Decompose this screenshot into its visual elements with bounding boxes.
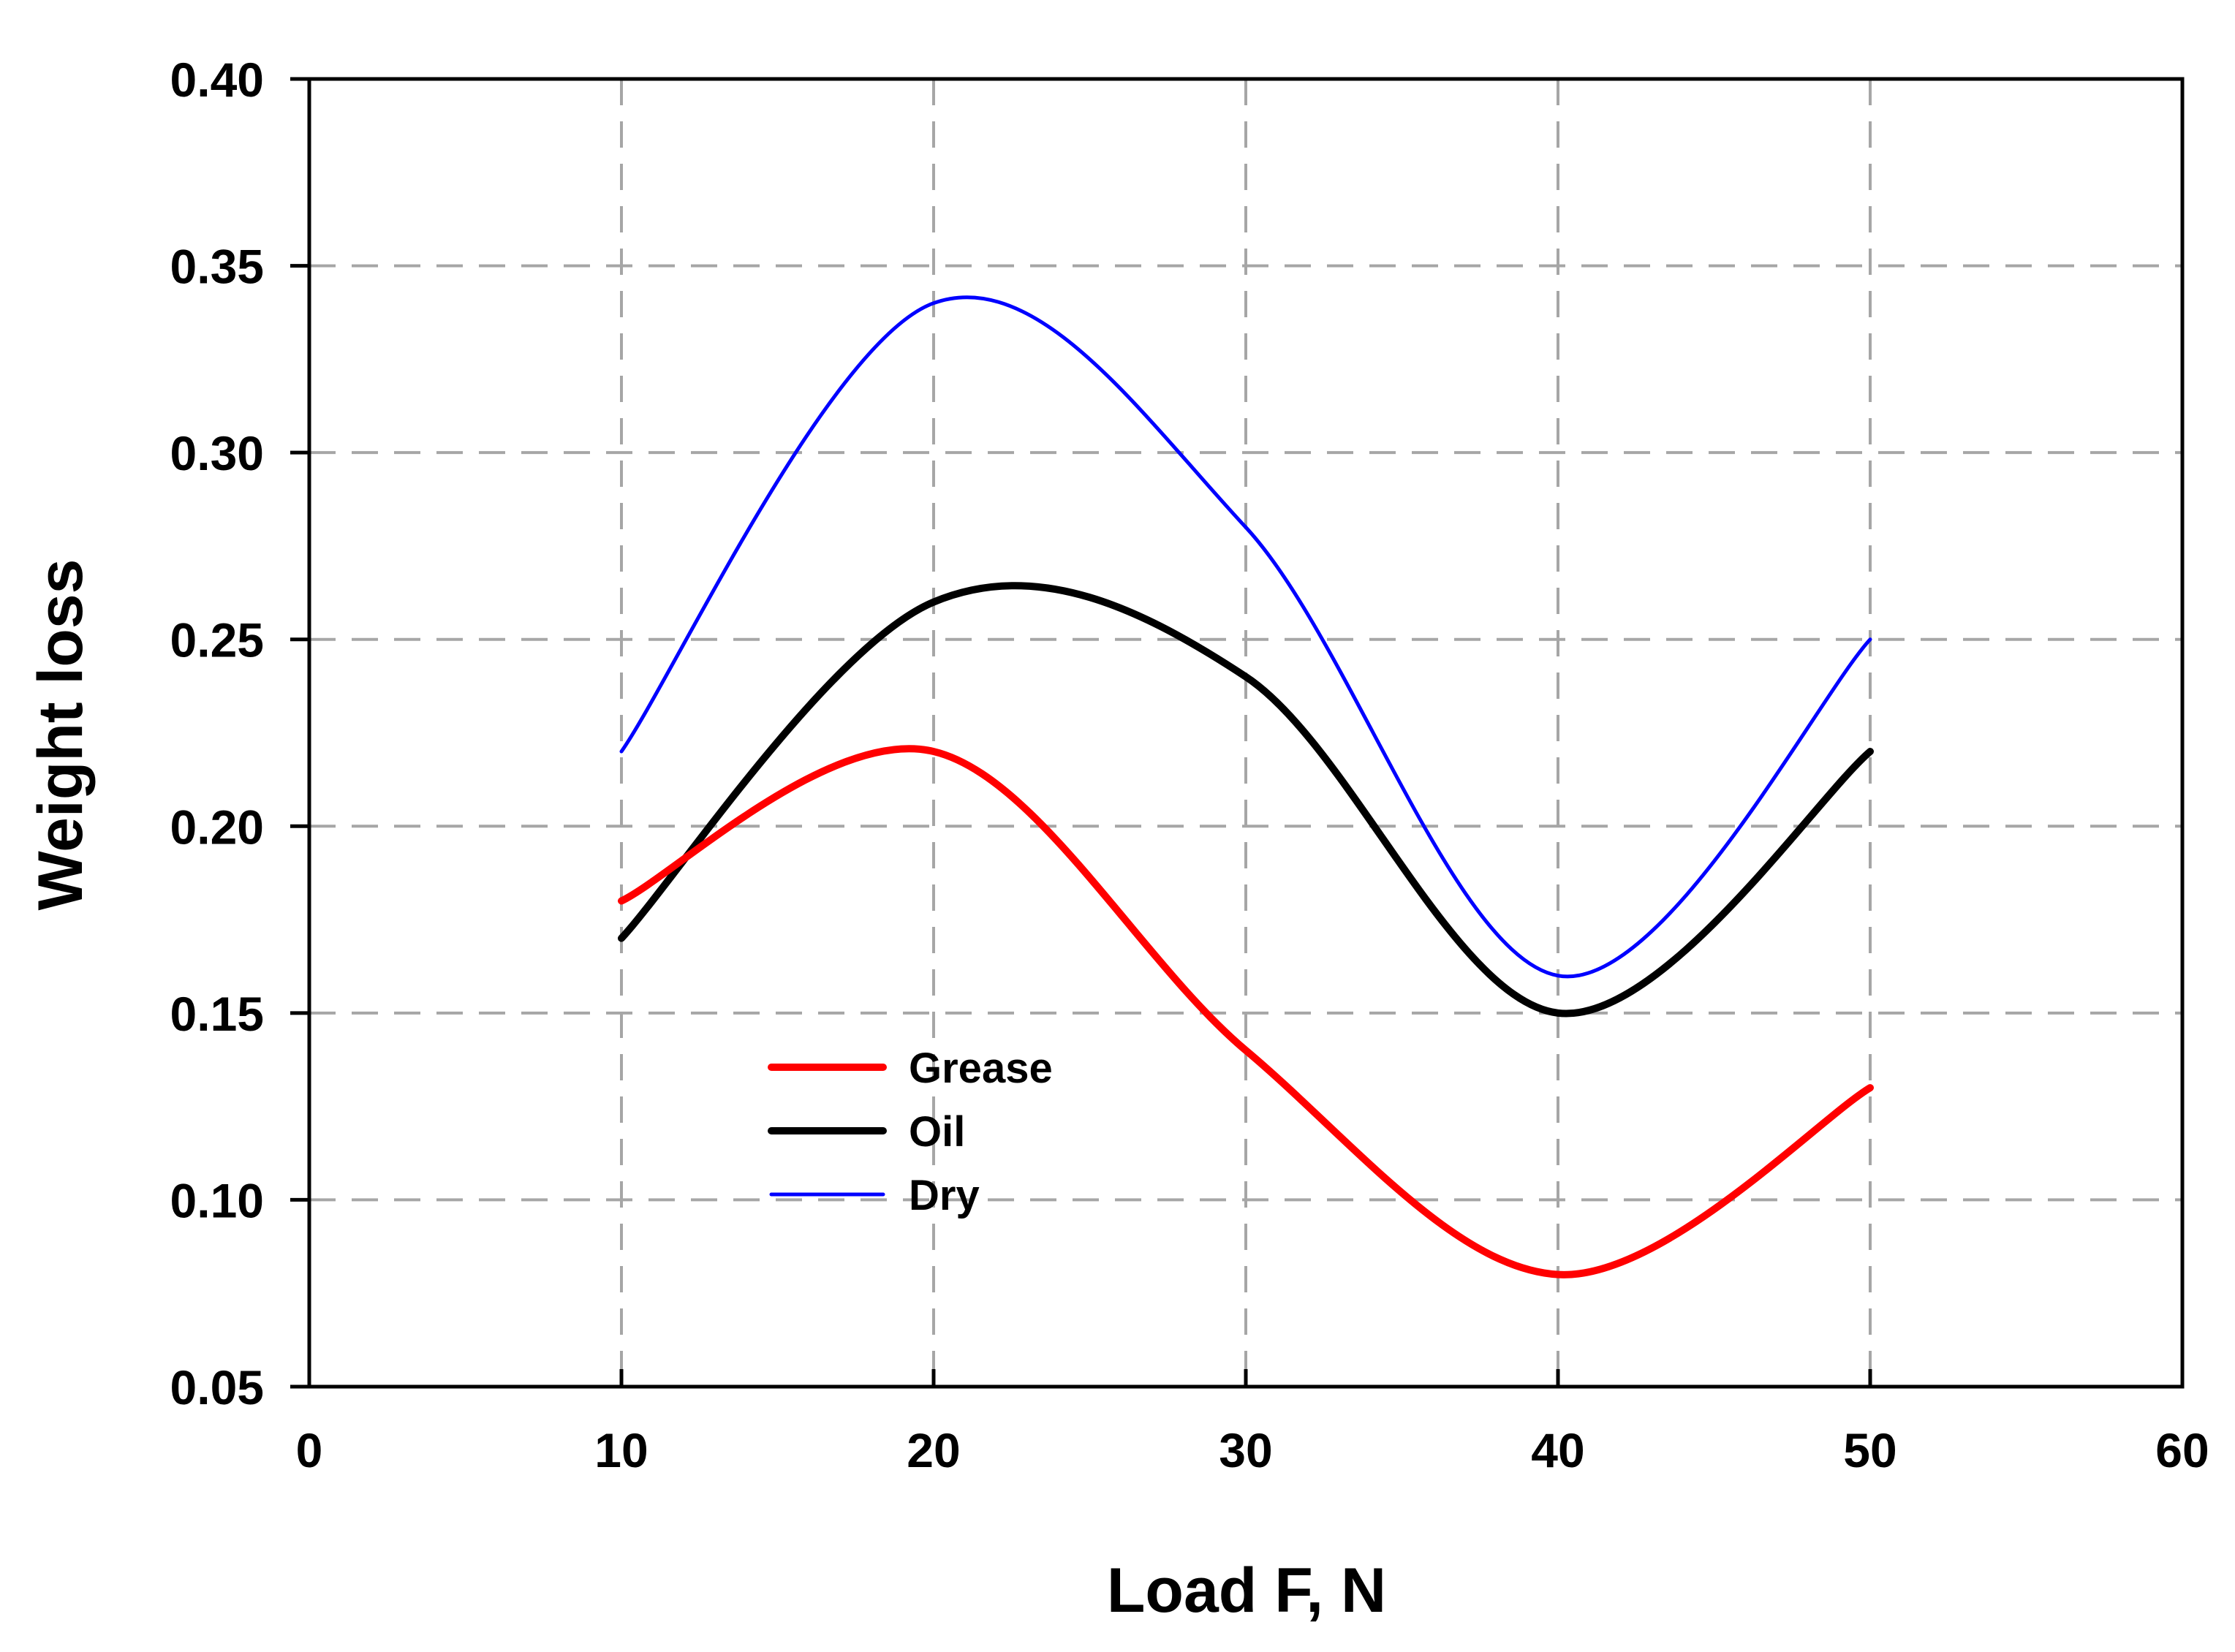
x-tick-label-0: 0	[296, 1423, 323, 1477]
legend-label-dry: Dry	[909, 1172, 980, 1219]
data-point-dry-10	[621, 751, 622, 752]
x-tick-label-40: 40	[1531, 1423, 1584, 1477]
legend-label-grease: Grease	[909, 1045, 1053, 1092]
legend-label-oil: Oil	[909, 1108, 965, 1156]
x-tick-label-20: 20	[907, 1423, 960, 1477]
data-point-grease-40	[1557, 1274, 1559, 1276]
y-tick-label-0.05: 0.05	[170, 1360, 264, 1414]
series-line-oil	[618, 582, 1874, 1018]
y-tick-label-0.40: 0.40	[170, 53, 264, 107]
y-axis-title: Weight loss	[26, 558, 96, 910]
data-series	[618, 295, 1874, 1278]
y-tick-label-0.25: 0.25	[170, 613, 264, 667]
x-tick-label-50: 50	[1843, 1423, 1896, 1477]
x-tick-label-60: 60	[2155, 1423, 2209, 1477]
y-tick-label-0.10: 0.10	[170, 1173, 264, 1227]
data-point-oil-30	[1245, 676, 1247, 678]
data-point-dry-40	[1557, 975, 1559, 977]
legend: Grease Oil Dry	[768, 1045, 1053, 1219]
data-point-dry-50	[1869, 639, 1871, 640]
data-point-oil-10	[621, 938, 622, 939]
y-tick-label-0.15: 0.15	[170, 987, 264, 1041]
axis-ticks: 0 10 20 30 40 50 60 0.05 0.10 0.15 0.20 0.25 0.30 0.3…	[170, 53, 2209, 1477]
y-tick-label-0.35: 0.35	[170, 240, 264, 294]
data-point-oil-40	[1557, 1012, 1559, 1014]
series-line-dry	[619, 295, 1872, 979]
grid-lines	[309, 79, 2182, 1387]
data-point-dry-30	[1245, 526, 1247, 528]
x-axis-title: Load F, N	[1107, 1556, 1386, 1626]
x-tick-label-10: 10	[594, 1423, 648, 1477]
x-tick-label-30: 30	[1219, 1423, 1272, 1477]
data-point-oil-50	[1869, 751, 1871, 752]
y-tick-label-0.20: 0.20	[170, 800, 264, 854]
y-tick-label-0.30: 0.30	[170, 426, 264, 480]
